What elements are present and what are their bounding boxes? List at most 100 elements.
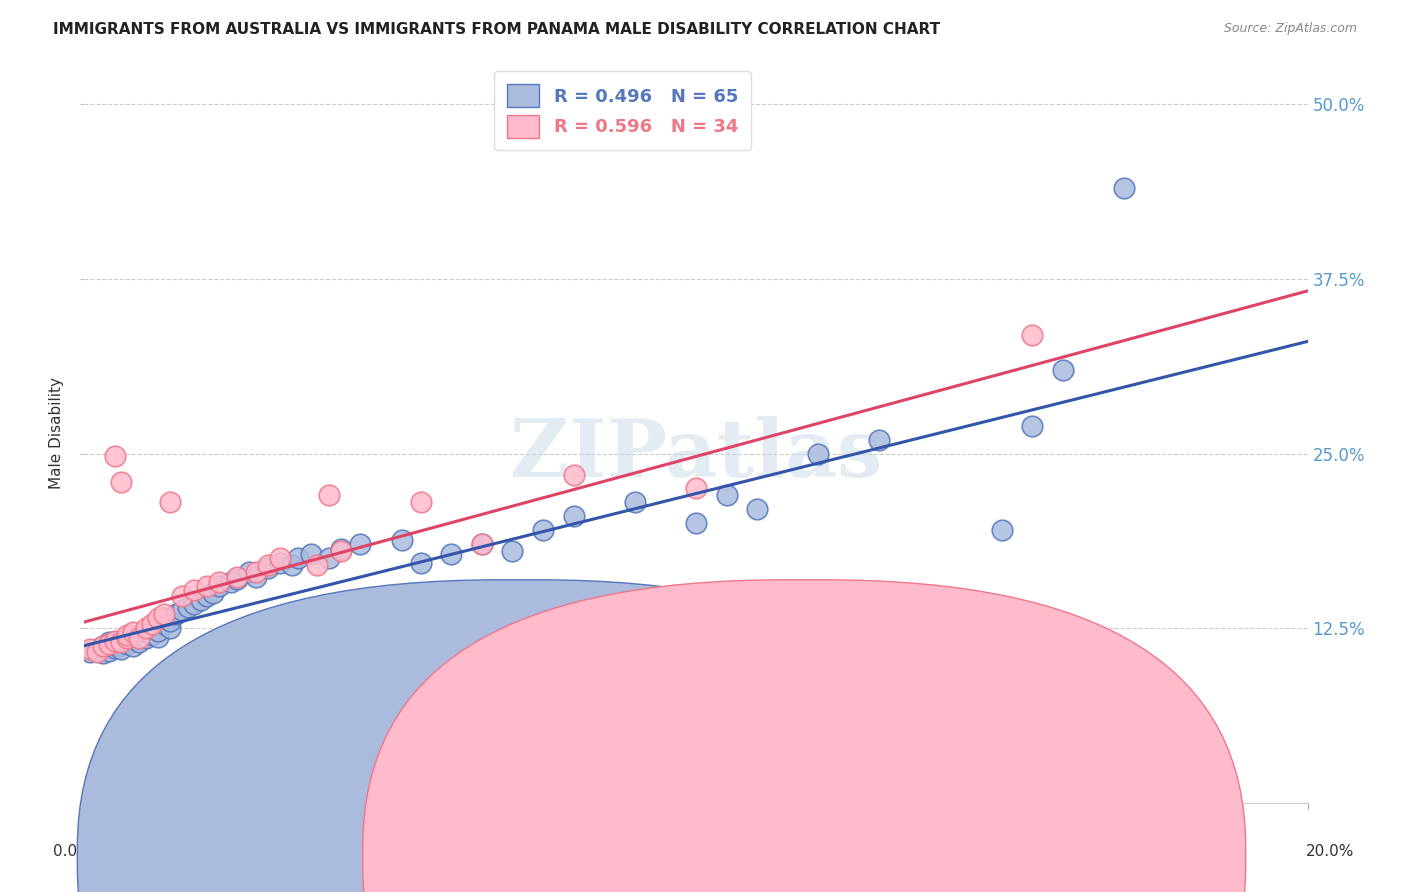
- Point: [115, 633, 138, 648]
- Point: [172, 589, 194, 603]
- Text: Immigrants from Panama: Immigrants from Panama: [831, 850, 1025, 864]
- Point: [195, 589, 218, 603]
- Point: [330, 544, 353, 558]
- Point: [287, 551, 309, 566]
- Point: [110, 642, 132, 657]
- Point: [299, 547, 322, 561]
- Point: [104, 640, 127, 655]
- Point: [195, 579, 218, 593]
- Point: [349, 537, 371, 551]
- Point: [685, 516, 707, 531]
- Point: [97, 643, 120, 657]
- Text: 20.0%: 20.0%: [1306, 845, 1354, 859]
- Point: [208, 579, 231, 593]
- Point: [110, 475, 132, 489]
- Point: [104, 638, 127, 652]
- Point: [91, 640, 114, 654]
- Point: [141, 617, 163, 632]
- Point: [86, 645, 108, 659]
- Point: [531, 524, 554, 538]
- Point: [159, 495, 181, 509]
- Point: [440, 547, 463, 561]
- Point: [269, 551, 291, 566]
- Point: [122, 640, 145, 654]
- Point: [159, 614, 181, 628]
- Point: [115, 628, 138, 642]
- Point: [97, 636, 120, 650]
- Text: 0.0%: 0.0%: [53, 845, 93, 859]
- Point: [97, 635, 120, 649]
- Point: [153, 611, 176, 625]
- Point: [1021, 418, 1043, 433]
- Point: [177, 600, 200, 615]
- Text: Source: ZipAtlas.com: Source: ZipAtlas.com: [1223, 22, 1357, 36]
- Point: [201, 586, 224, 600]
- Point: [153, 607, 176, 622]
- Point: [91, 646, 114, 660]
- Point: [183, 598, 205, 612]
- Point: [141, 621, 163, 635]
- Y-axis label: Male Disability: Male Disability: [49, 376, 65, 489]
- Point: [409, 556, 432, 570]
- Point: [219, 575, 242, 590]
- Point: [330, 541, 353, 556]
- Point: [208, 575, 231, 590]
- Point: [391, 533, 413, 548]
- Point: [115, 631, 138, 645]
- Point: [654, 712, 676, 726]
- Point: [409, 495, 432, 509]
- Point: [146, 624, 169, 638]
- Point: [104, 633, 127, 648]
- Point: [245, 569, 267, 583]
- Point: [562, 509, 585, 524]
- Text: Immigrants from Australia: Immigrants from Australia: [546, 850, 747, 864]
- Point: [226, 569, 249, 583]
- Point: [110, 635, 132, 649]
- Point: [991, 524, 1014, 538]
- Point: [562, 467, 585, 482]
- Point: [135, 625, 157, 640]
- Point: [135, 621, 157, 635]
- Point: [269, 556, 291, 570]
- Point: [318, 551, 340, 566]
- Point: [86, 642, 108, 657]
- Point: [305, 558, 328, 573]
- Point: [128, 631, 150, 645]
- Point: [190, 593, 212, 607]
- Point: [318, 488, 340, 502]
- Point: [685, 482, 707, 496]
- Point: [869, 433, 891, 447]
- Point: [471, 537, 494, 551]
- Point: [91, 640, 114, 654]
- Point: [245, 566, 267, 580]
- Point: [122, 625, 145, 640]
- Point: [1052, 363, 1074, 377]
- Point: [502, 544, 524, 558]
- Point: [146, 611, 169, 625]
- Point: [257, 561, 280, 575]
- Point: [104, 450, 127, 464]
- Point: [128, 628, 150, 642]
- Point: [281, 558, 304, 573]
- Point: [146, 630, 169, 644]
- Point: [807, 446, 830, 460]
- Point: [172, 603, 194, 617]
- Point: [305, 684, 328, 698]
- Point: [79, 645, 101, 659]
- Point: [747, 502, 769, 516]
- Point: [367, 663, 389, 677]
- Point: [624, 495, 647, 509]
- Point: [115, 636, 138, 650]
- Point: [257, 558, 280, 573]
- Point: [128, 635, 150, 649]
- Point: [122, 631, 145, 645]
- Point: [471, 537, 494, 551]
- Point: [79, 642, 101, 657]
- Point: [1114, 181, 1136, 195]
- Text: ZIPatlas: ZIPatlas: [510, 416, 882, 494]
- Point: [183, 583, 205, 598]
- Point: [153, 617, 176, 632]
- Point: [226, 572, 249, 586]
- Text: IMMIGRANTS FROM AUSTRALIA VS IMMIGRANTS FROM PANAMA MALE DISABILITY CORRELATION : IMMIGRANTS FROM AUSTRALIA VS IMMIGRANTS …: [53, 22, 941, 37]
- Point: [367, 687, 389, 701]
